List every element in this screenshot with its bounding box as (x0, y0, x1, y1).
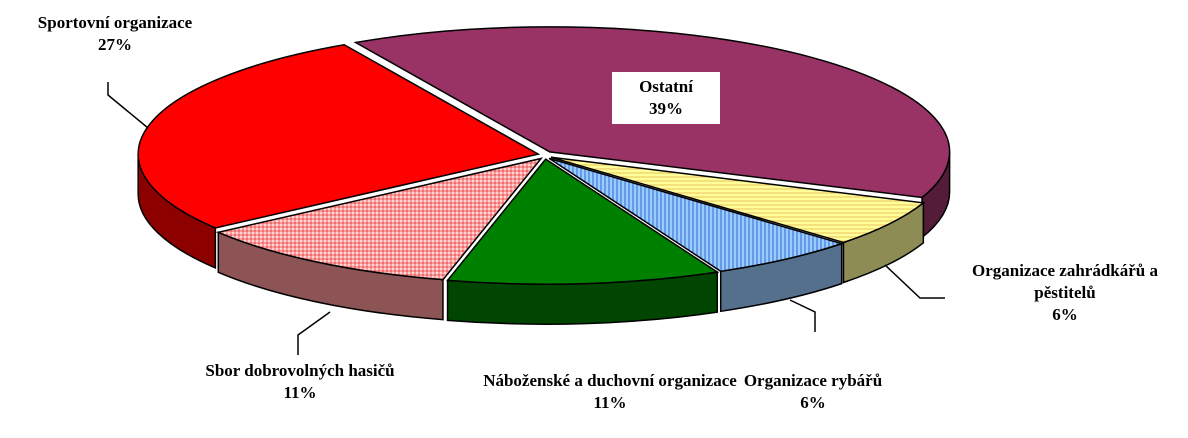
pie-tops (137, 26, 951, 285)
percent-label: 6% (800, 393, 826, 412)
slice (446, 158, 720, 285)
percent-label: 11% (283, 383, 317, 402)
slice-label: Sbor dobrovolných hasičů 11% (190, 360, 410, 404)
category-label: Organizace zahrádkářů a pěstitelů (971, 261, 1159, 302)
leader-line (297, 311, 331, 355)
percent-label: 27% (98, 35, 132, 54)
category-label: Ostatní (639, 77, 693, 96)
leader-line (789, 299, 816, 332)
percent-label: 6% (1052, 305, 1078, 324)
slice-label: Sportovní organizace 27% (0, 12, 230, 56)
slice-label: Ostatní 39% (612, 72, 720, 124)
category-label: Sportovní organizace (37, 13, 193, 32)
slice-label: Náboženské a duchovní organizace 11% (480, 370, 740, 414)
slice-label: Organizace rybářů 6% (718, 370, 908, 414)
leader-line (107, 82, 149, 129)
leader-line (884, 264, 945, 299)
category-label: Náboženské a duchovní organizace (483, 371, 737, 390)
slice (548, 157, 845, 273)
slice-label: Organizace zahrádkářů a pěstitelů 6% (940, 260, 1188, 326)
slice (550, 156, 926, 244)
leader-lines (107, 82, 945, 355)
category-label: Organizace rybářů (743, 371, 883, 390)
slice (215, 157, 544, 281)
percent-label: 39% (649, 99, 683, 118)
percent-label: 11% (593, 393, 627, 412)
category-label: Sbor dobrovolných hasičů (205, 361, 395, 380)
